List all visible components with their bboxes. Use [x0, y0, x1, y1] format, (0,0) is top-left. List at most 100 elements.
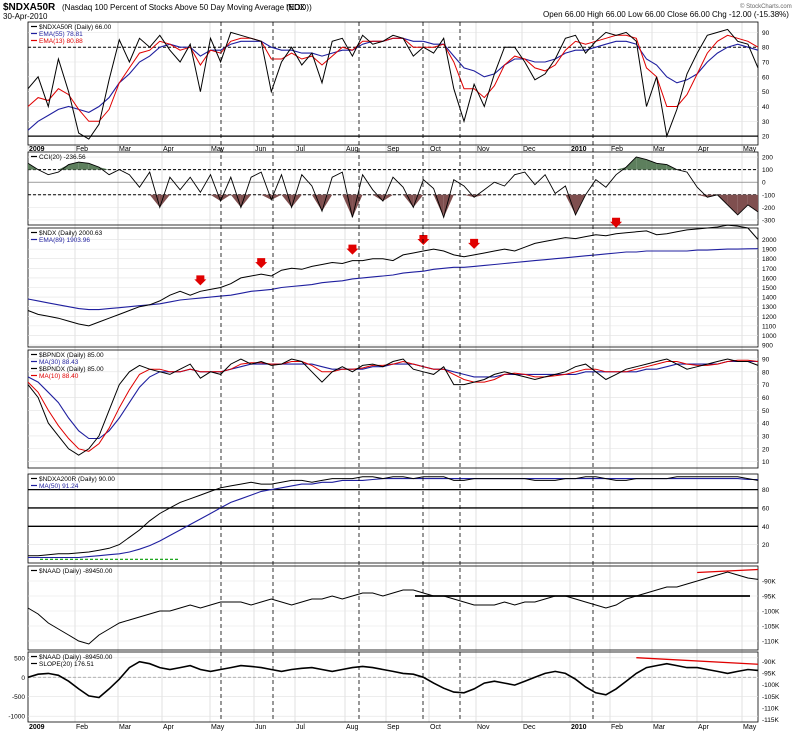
y-tick-label: 60 [762, 505, 770, 512]
panel-frame [27, 151, 759, 226]
sell-arrow [346, 244, 359, 255]
legend-entry: EMA(89) 1903.96 [39, 237, 90, 244]
x-tick-label: Mar [119, 724, 132, 731]
x-tick-label: Dec [523, 146, 536, 153]
cci-negative-fill [747, 194, 758, 212]
x-tick-label: Nov [477, 146, 490, 153]
sell-arrow [255, 258, 268, 269]
cci-negative-fill [352, 194, 363, 218]
x-tick-label: Oct [430, 724, 441, 731]
left-tick-label: 0 [21, 675, 25, 682]
y-tick-label: -105K [762, 694, 780, 701]
cci-negative-fill [443, 194, 454, 218]
y-tick-label: -300 [762, 217, 775, 224]
x-tick-label: 2009 [29, 146, 45, 153]
cci-negative-fill [342, 194, 353, 218]
sell-arrow [610, 217, 623, 228]
x-tick-label: Feb [76, 724, 88, 731]
panel-frame [27, 349, 759, 469]
chart-date: 30-Apr-2010 [3, 12, 48, 21]
legend-entry: $NAAD (Daily) -89450.00 [39, 568, 113, 575]
panel-ndx: 900 1000 1100 1200 1300 1400 1500 1600 1700 1800 1… [27, 217, 777, 350]
cci-positive-fill [88, 163, 99, 170]
sell-arrow [468, 238, 481, 249]
y-tick-label: 100 [762, 167, 773, 174]
y-tick-label: 1600 [762, 275, 777, 282]
cci-negative-fill [210, 194, 221, 202]
cci-positive-fill [58, 164, 69, 170]
y-tick-label: -110K [762, 706, 780, 713]
x-tick-label: Sep [387, 146, 400, 153]
cci-negative-fill [311, 194, 323, 212]
chart-copyright: © StockCharts.com [740, 3, 792, 10]
x-tick-label: Apr [163, 724, 175, 731]
cci-negative-fill [261, 194, 272, 200]
y-tick-label: 1900 [762, 247, 777, 254]
x-tick-label: 2010 [571, 724, 587, 731]
y-tick-label: 1300 [762, 304, 777, 311]
y-tick-label: -95K [762, 671, 776, 678]
series-price [27, 571, 759, 645]
y-tick-label: 80 [762, 45, 770, 52]
left-tick-label: -500 [12, 694, 25, 701]
legend-entry: EMA(13) 80.88 [39, 38, 83, 45]
x-tick-label: Nov [477, 724, 490, 731]
y-tick-label: 1500 [762, 285, 777, 292]
y-tick-label: 1000 [762, 333, 777, 340]
y-tick-label: 1700 [762, 266, 777, 273]
x-tick-label: Oct [430, 146, 441, 153]
legend-entry: MA(50) 91.24 [39, 483, 79, 490]
series-ma [27, 360, 758, 440]
x-tick-label: Feb [611, 724, 623, 731]
cci-negative-fill [403, 194, 414, 208]
y-tick-label: 90 [762, 356, 770, 363]
series-ma [27, 34, 759, 122]
y-tick-label: 20 [762, 134, 770, 141]
x-tick-label: 2010 [571, 146, 587, 153]
cci-negative-fill [271, 194, 282, 200]
y-tick-label: 900 [762, 343, 773, 350]
divergence-line [636, 657, 759, 665]
y-tick-label: -100K [762, 682, 780, 689]
x-tick-label: Jun [255, 724, 266, 731]
y-tick-label: 20 [762, 542, 770, 549]
x-tick-label: 2009 [29, 724, 45, 731]
x-tick-label: Aug [346, 724, 359, 731]
series-ema [27, 248, 759, 311]
panel-frame [27, 21, 759, 146]
y-tick-label: 70 [762, 382, 770, 389]
cci-positive-fill [646, 159, 657, 170]
y-tick-label: 0 [762, 180, 766, 187]
y-tick-label: -90K [762, 579, 776, 586]
y-tick-label: -200 [762, 205, 775, 212]
cci-negative-fill [565, 194, 576, 215]
x-tick-label: Mar [119, 146, 132, 153]
x-tick-label: May [211, 724, 225, 731]
x-tick-label: Feb [611, 146, 623, 153]
y-tick-label: 90 [762, 30, 770, 37]
y-tick-label: 1400 [762, 295, 777, 302]
sell-arrow [417, 235, 430, 246]
panel-cci: -300 -200 -100 0 100 200 CCI(20) -236.56 [27, 151, 775, 226]
x-tick-label: May [743, 724, 757, 731]
left-tick-label: 500 [14, 655, 25, 662]
divergence-line [697, 568, 759, 574]
cci-negative-fill [413, 194, 424, 208]
y-tick-label: -115K [762, 717, 780, 724]
x-tick-label: Apr [698, 146, 710, 153]
x-tick-label: Feb [76, 146, 88, 153]
series-price [27, 358, 759, 456]
legend-entry: SLOPE(20) 176.51 [39, 661, 94, 668]
y-tick-label: 1100 [762, 323, 776, 330]
x-tick-label: May [743, 146, 757, 153]
panel-naad: -110K -105K -100K -95K -90K $NAAD (Daily) -89… [27, 565, 780, 651]
y-tick-label: 50 [762, 408, 770, 415]
legend-entry: MA(30) 88.43 [39, 359, 79, 366]
y-tick-label: -110K [762, 639, 780, 646]
x-tick-label: Mar [653, 146, 666, 153]
x-tick-label: Aug [346, 146, 359, 153]
chart-symbol: $NDXA50R [3, 2, 56, 13]
series-price [27, 224, 759, 327]
